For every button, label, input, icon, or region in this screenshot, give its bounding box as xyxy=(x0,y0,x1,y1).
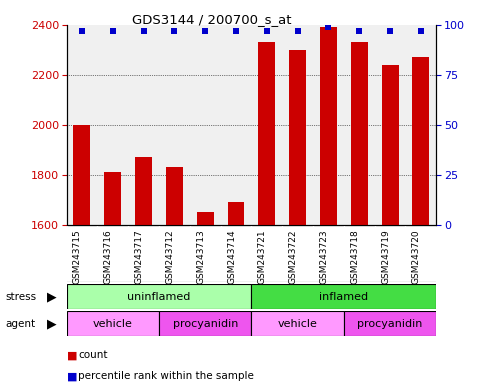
Text: GSM243721: GSM243721 xyxy=(258,229,267,284)
Text: GSM243712: GSM243712 xyxy=(165,229,175,284)
Bar xyxy=(135,157,152,225)
Bar xyxy=(382,65,398,225)
Bar xyxy=(251,284,436,309)
Text: procyanidin: procyanidin xyxy=(357,318,423,329)
Bar xyxy=(67,311,159,336)
Text: GSM243720: GSM243720 xyxy=(412,229,421,284)
Text: GSM243716: GSM243716 xyxy=(104,229,113,284)
Text: vehicle: vehicle xyxy=(278,318,317,329)
Text: GSM243722: GSM243722 xyxy=(288,229,298,284)
Text: GSM243723: GSM243723 xyxy=(319,229,328,284)
Text: stress: stress xyxy=(5,291,36,302)
Text: GSM243714: GSM243714 xyxy=(227,229,236,284)
Text: procyanidin: procyanidin xyxy=(173,318,238,329)
Text: inflamed: inflamed xyxy=(319,291,368,302)
Text: count: count xyxy=(78,350,107,360)
Bar xyxy=(344,311,436,336)
Text: ■: ■ xyxy=(67,371,77,381)
Bar xyxy=(67,284,251,309)
Text: GSM243718: GSM243718 xyxy=(350,229,359,284)
Text: ▶: ▶ xyxy=(47,290,57,303)
Bar xyxy=(289,50,306,225)
Text: GSM243715: GSM243715 xyxy=(73,229,82,284)
Text: GSM243719: GSM243719 xyxy=(381,229,390,284)
Bar xyxy=(197,212,213,225)
Bar xyxy=(413,58,429,225)
Text: vehicle: vehicle xyxy=(93,318,133,329)
Bar xyxy=(105,172,121,225)
Bar xyxy=(166,167,183,225)
Text: GSM243717: GSM243717 xyxy=(135,229,143,284)
Text: ▶: ▶ xyxy=(47,317,57,330)
Bar xyxy=(351,43,368,225)
Bar xyxy=(258,43,275,225)
Bar xyxy=(159,311,251,336)
Text: agent: agent xyxy=(5,318,35,329)
Text: uninflamed: uninflamed xyxy=(127,291,191,302)
Text: ■: ■ xyxy=(67,350,77,360)
Bar xyxy=(320,28,337,225)
Text: GDS3144 / 200700_s_at: GDS3144 / 200700_s_at xyxy=(132,13,292,26)
Text: GSM243713: GSM243713 xyxy=(196,229,205,284)
Bar xyxy=(228,202,245,225)
Text: percentile rank within the sample: percentile rank within the sample xyxy=(78,371,254,381)
Bar xyxy=(73,125,90,225)
Bar xyxy=(251,311,344,336)
